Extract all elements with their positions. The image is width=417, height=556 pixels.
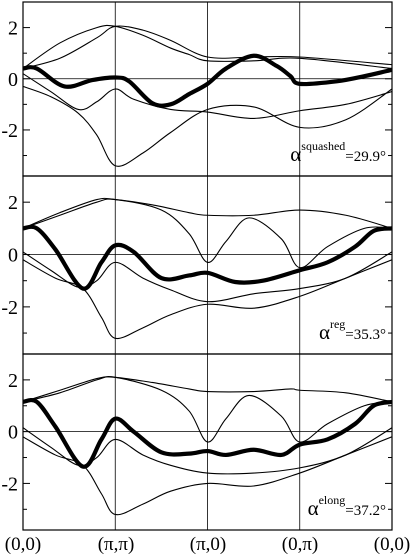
y-tick-label: 2 bbox=[8, 370, 18, 392]
thin-band-line bbox=[23, 73, 392, 119]
y-tick-label: 0 bbox=[8, 69, 18, 91]
y-tick-label: -2 bbox=[1, 473, 18, 495]
x-tick-label-m: (π,π) bbox=[98, 534, 135, 555]
thin-band-line bbox=[23, 24, 392, 70]
thin-band-line bbox=[23, 198, 392, 269]
y-tick-label: 2 bbox=[8, 192, 18, 214]
angle-annotation: αreg=35.3° bbox=[319, 317, 386, 344]
x-tick-label-gamma-left: (0,0) bbox=[5, 534, 41, 555]
y-tick-label: -2 bbox=[1, 120, 18, 142]
thick-band-line bbox=[23, 53, 392, 108]
thin-band-line bbox=[23, 436, 392, 516]
thin-band-line bbox=[23, 376, 392, 443]
thin-band-line bbox=[23, 85, 392, 167]
angle-annotation: αsquashed=29.9° bbox=[290, 139, 386, 166]
x-tick-label-gamma-right: (0,0) bbox=[374, 534, 410, 555]
thin-band-line bbox=[23, 251, 392, 303]
y-tick-label: 0 bbox=[8, 422, 18, 444]
thin-band-line bbox=[23, 197, 392, 229]
thick-band-line bbox=[23, 224, 392, 291]
thin-band-line bbox=[23, 25, 392, 70]
panel-1: 2 0 -2 αsquashed=29.9° bbox=[1, 1, 393, 177]
y-tick-label: 0 bbox=[8, 245, 18, 267]
thin-band-line bbox=[23, 259, 392, 340]
panel-3: 2 0 -2 αelong=37.2° bbox=[1, 353, 393, 531]
thin-band-line bbox=[23, 376, 392, 403]
x-tick-label-y: (0,π) bbox=[282, 534, 319, 555]
y-tick-label: 2 bbox=[8, 18, 18, 40]
y-tick-label: -2 bbox=[1, 297, 18, 319]
x-tick-labels: (0,0) (π,π) (π,0) (0,π) (0,0) bbox=[5, 534, 410, 555]
panels: 2 0 -2 αsquashed=29.9° 2 0 -2 αreg=35.3° 2 0 -2 αel… bbox=[1, 1, 393, 531]
thin-band-line bbox=[23, 427, 392, 475]
x-tick-label-x: (π,0) bbox=[190, 534, 227, 555]
panel-2: 2 0 -2 αreg=35.3° bbox=[1, 175, 393, 355]
angle-annotation: αelong=37.2° bbox=[308, 493, 386, 520]
